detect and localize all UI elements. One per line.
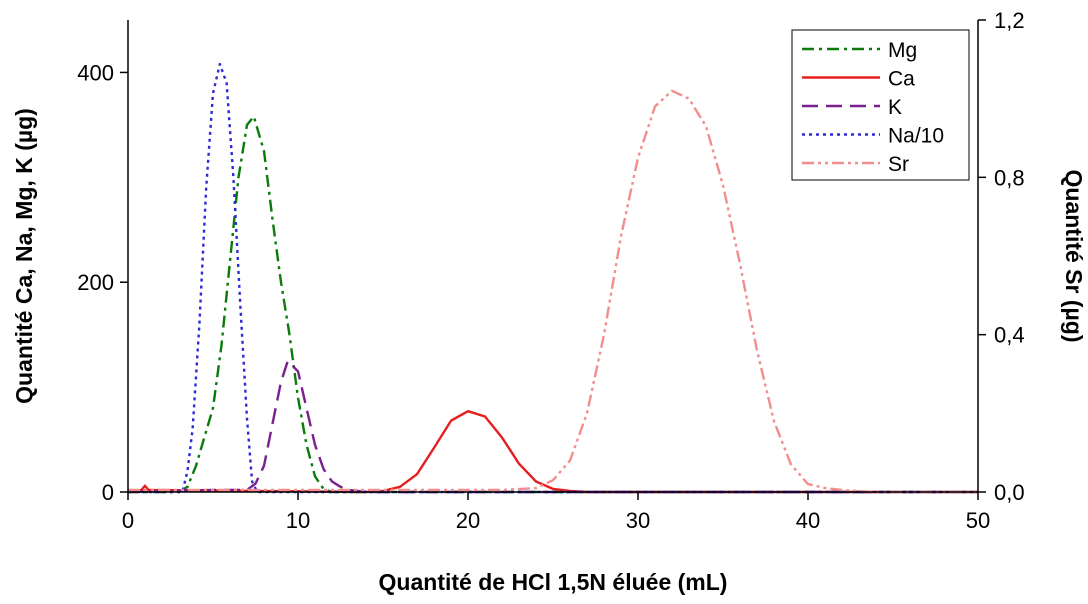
series-line-na-10	[128, 62, 978, 494]
y2-tick-label: 0,0	[994, 480, 1025, 505]
legend-label-k: K	[888, 96, 902, 119]
series-line-mg	[128, 115, 978, 494]
legend-label-sr: Sr	[888, 153, 909, 176]
x-tick-label: 20	[456, 508, 480, 533]
y-tick-label: 200	[77, 270, 114, 295]
axes	[127, 20, 979, 493]
legend-label-na-10: Na/10	[888, 125, 944, 148]
legend-label-ca: Ca	[888, 68, 915, 91]
y2-tick-label: 1,2	[994, 8, 1025, 33]
y2-tick-label: 0,4	[994, 323, 1025, 348]
x-tick-label: 50	[966, 508, 990, 533]
x-axis-title: Quantité de HCl 1,5N éluée (mL)	[379, 569, 728, 595]
legend-box	[791, 29, 970, 181]
legend: Mg Ca K Na/10 Sr	[791, 29, 970, 181]
x-tick-label: 30	[626, 508, 650, 533]
x-tick-label: 10	[286, 508, 310, 533]
plot-area	[127, 62, 978, 494]
y-tick-label: 0	[102, 480, 114, 505]
series-line-ca	[127, 410, 978, 494]
x-tick-label: 40	[796, 508, 820, 533]
series-line-sr	[128, 89, 978, 494]
x-tick-label: 0	[122, 508, 134, 533]
y-tick-label: 400	[77, 60, 114, 85]
series-line-k	[127, 359, 978, 494]
legend-label-mg: Mg	[888, 39, 917, 62]
y-axis-right-title: Quantité Sr (µg)	[1061, 170, 1087, 343]
y2-tick-label: 0,8	[994, 165, 1025, 190]
ticks: 0 10 20 30 40 50 0 200 400 0,0 0,4 0,8 1,2	[77, 8, 1024, 533]
y-axis-left-title: Quantité Ca, Na, Mg, K (µg)	[11, 108, 37, 404]
